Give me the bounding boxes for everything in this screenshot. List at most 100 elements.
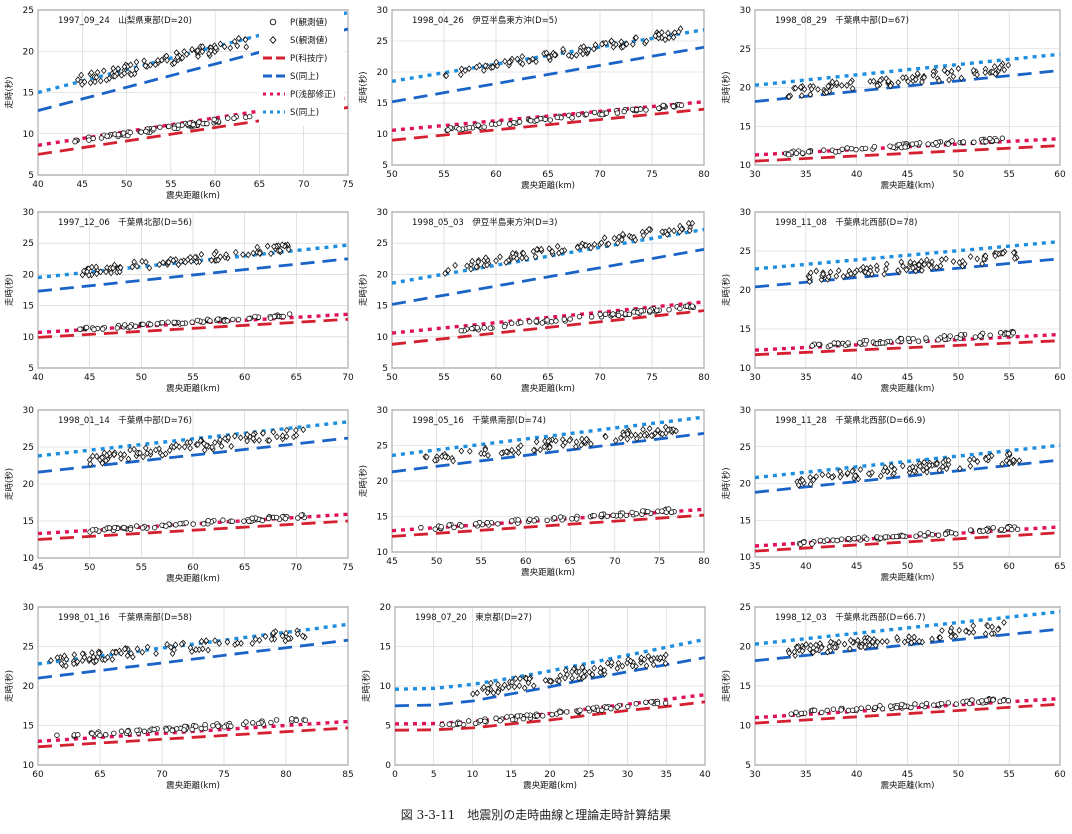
s-observed-point — [906, 465, 913, 473]
s-observed-point — [134, 262, 140, 270]
theory-curve — [392, 432, 704, 474]
s-observed-point — [823, 88, 830, 96]
p-observed-point — [215, 723, 221, 729]
s-observed-point — [852, 269, 858, 276]
y-tick-label: 25 — [377, 239, 388, 249]
s-observed-point — [293, 426, 299, 434]
y-tick-label: 15 — [23, 517, 34, 527]
y-tick-label: 15 — [377, 513, 388, 523]
x-tick-label: 60 — [490, 170, 502, 180]
p-observed-point — [111, 524, 118, 531]
s-observed-point — [244, 437, 250, 445]
s-observed-point — [481, 683, 487, 691]
y-tick-label: 15 — [377, 302, 388, 312]
x-tick-label: 80 — [280, 770, 292, 780]
y-tick-label: 10 — [377, 333, 389, 343]
s-observed-point — [580, 43, 587, 50]
p-observed-point — [91, 326, 97, 333]
p-observed-point — [577, 707, 583, 713]
s-observed-point — [844, 82, 850, 89]
s-observed-point — [169, 650, 176, 658]
y-tick-label: 15 — [740, 516, 751, 526]
s-observed-point — [498, 449, 505, 457]
s-observed-point — [615, 659, 622, 667]
s-observed-point — [819, 471, 826, 479]
s-observed-point — [458, 65, 465, 73]
p-observed-point — [445, 127, 451, 133]
s-observed-point — [517, 675, 523, 683]
chart-panel-4: 40 45 50 55 60 65 70 5 10 15 20 25 30 1997_12_06 千葉県北… — [4, 208, 354, 394]
s-observed-point — [533, 58, 539, 66]
x-tick-label: 30 — [749, 373, 761, 383]
s-observed-point — [232, 432, 238, 440]
x-tick-label: 60 — [239, 373, 251, 383]
legend-box — [259, 12, 344, 126]
p-observed-point — [971, 139, 977, 145]
p-observed-point — [925, 530, 931, 536]
p-observed-point — [645, 508, 651, 515]
s-observed-point — [193, 258, 200, 266]
p-observed-point — [207, 318, 213, 324]
s-observed-point — [103, 76, 110, 84]
s-observed-point — [1005, 61, 1012, 69]
x-axis-label: 震央距離(km) — [881, 780, 935, 791]
s-observed-point — [937, 634, 943, 642]
s-observed-point — [610, 43, 617, 51]
p-observed-point — [151, 726, 157, 733]
p-observed-point — [858, 705, 864, 711]
s-observed-point — [959, 257, 966, 265]
p-observed-point — [181, 727, 187, 733]
s-observed-point — [484, 261, 490, 269]
s-observed-point — [619, 236, 625, 244]
s-observed-point — [956, 626, 963, 634]
s-observed-point — [569, 674, 575, 682]
x-tick-label: 75 — [646, 170, 657, 180]
s-observed-point — [170, 257, 177, 264]
p-observed-point — [665, 506, 672, 512]
s-observed-point — [473, 63, 480, 71]
p-observed-point — [821, 147, 827, 153]
s-observed-point — [928, 264, 935, 272]
y-tick-label: 30 — [740, 6, 752, 16]
p-observed-point — [141, 728, 148, 734]
p-observed-point — [614, 110, 621, 116]
s-observed-point — [685, 219, 692, 227]
p-observed-point — [481, 325, 487, 331]
y-axis-label: 走時(秒) — [4, 274, 15, 306]
p-observed-point — [481, 124, 487, 130]
p-observed-point — [540, 713, 546, 719]
s-observed-point — [197, 437, 204, 445]
s-observed-point — [899, 462, 906, 470]
s-observed-point — [208, 256, 215, 264]
p-observed-point — [590, 705, 596, 711]
p-observed-point — [845, 535, 852, 542]
s-observed-point — [174, 53, 181, 61]
p-observed-point — [839, 536, 845, 542]
p-observed-point — [647, 308, 653, 314]
x-tick-label: 60 — [490, 373, 502, 383]
theory-curve — [395, 656, 705, 708]
p-observed-point — [201, 521, 207, 527]
p-observed-point — [678, 102, 685, 109]
p-observed-point — [241, 518, 247, 524]
y-tick-label: 10 — [23, 333, 35, 343]
s-observed-point — [547, 677, 554, 685]
s-observed-point — [464, 262, 470, 270]
s-observed-point — [474, 689, 480, 697]
s-observed-point — [966, 456, 973, 464]
p-observed-point — [689, 303, 696, 309]
s-observed-point — [648, 432, 655, 440]
s-observed-point — [938, 256, 945, 264]
s-observed-point — [538, 245, 545, 253]
y-tick-label: 20 — [23, 480, 35, 490]
p-observed-point — [656, 105, 662, 111]
s-observed-point — [1016, 457, 1023, 465]
s-observed-point — [979, 260, 985, 268]
p-observed-point — [877, 703, 883, 709]
p-observed-point — [151, 126, 157, 132]
s-observed-point — [462, 67, 469, 74]
s-observed-point — [128, 71, 134, 79]
p-observed-point — [643, 107, 649, 113]
p-observed-point — [945, 141, 951, 147]
chart-panel-11: 0 5 10 15 20 25 30 35 40 0 5 10 15 20 1998_07_20 東京都(D… — [361, 603, 711, 791]
